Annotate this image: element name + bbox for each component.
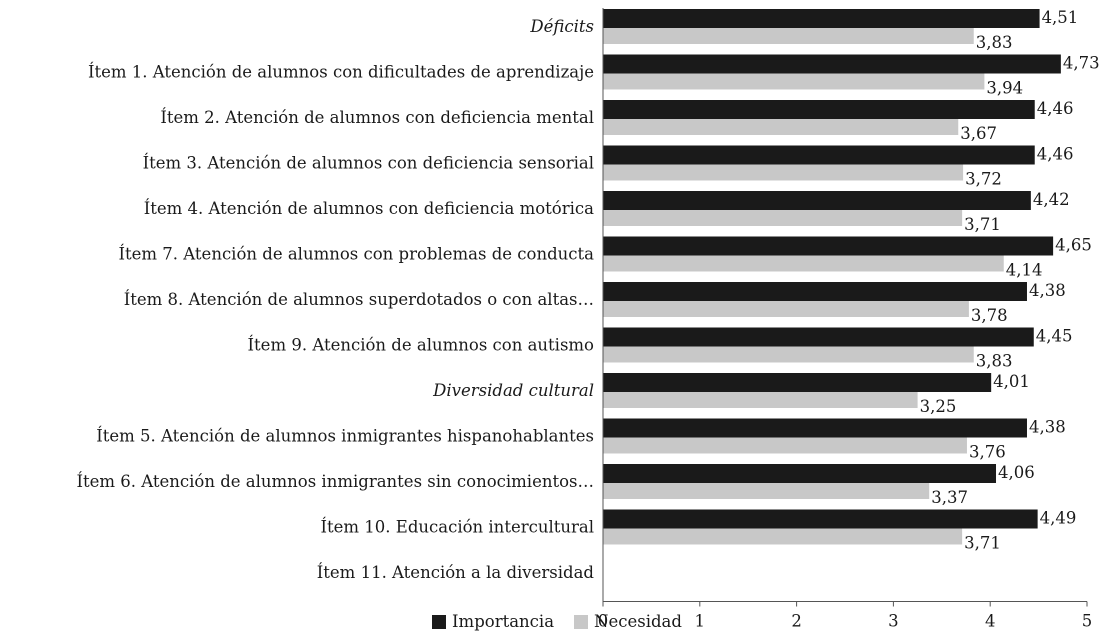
legend-label-series-1: Necesidad [594,612,682,631]
category-label: Ítem 4. Atención de alumnos con deficien… [144,198,594,218]
category-label: Ítem 2. Atención de alumnos con deficien… [160,107,594,127]
category-label: Ítem 6. Atención de alumnos inmigrantes … [76,471,594,491]
bar-importancia [603,100,1035,119]
bar-importancia [603,54,1061,74]
data-label-importancia: 4,42 [1033,190,1070,209]
category-label: Ítem 8. Atención de alumnos superdotados… [124,289,594,309]
bar-importancia [603,9,1040,28]
bar-importancia [603,236,1054,256]
bars-layer [603,9,1061,545]
bar-importancia [603,145,1035,165]
bar-importancia [603,373,992,392]
x-tick-label: 4 [985,612,996,631]
legend-item-series-1: Necesidad [574,612,682,631]
bar-importancia [603,509,1038,529]
x-tick-label: 2 [791,612,802,631]
bar-necesidad [603,119,959,135]
bar-necesidad [603,346,974,363]
category-label: Ítem 9. Atención de alumnos con autismo [248,335,595,355]
legend: Importancia Necesidad [0,612,1114,631]
legend-swatch-series-1 [574,614,589,629]
bar-necesidad [603,528,963,545]
bar-necesidad [603,28,974,44]
category-label: Ítem 1. Atención de alumnos con dificult… [88,62,594,82]
x-tick-label: 0 [598,612,609,631]
bar-necesidad [603,164,964,181]
data-label-importancia: 4,65 [1055,236,1092,255]
data-label-necesidad: 3,78 [971,306,1008,325]
data-label-importancia: 4,46 [1037,99,1074,118]
data-label-necesidad: 3,83 [976,33,1013,52]
bar-necesidad [603,392,918,408]
category-labels-layer: Déficits Ítem 1. Atención de alumnos con … [76,8,1099,582]
bar-necesidad [603,210,963,226]
category-label: Ítem 11. Atención a la diversidad [317,562,595,582]
category-label: Ítem 3. Atención de alumnos con deficien… [143,153,594,173]
bar-necesidad [603,73,985,90]
data-label-importancia: 4,38 [1029,281,1066,300]
data-label-necesidad: 3,72 [965,170,1002,189]
data-label-importancia: 4,46 [1037,145,1074,164]
bar-importancia [603,418,1027,438]
data-label-necesidad: 3,83 [976,352,1013,371]
category-label: Diversidad cultural [432,381,594,400]
bar-importancia [603,191,1031,210]
bar-importancia [603,464,997,483]
bar-necesidad [603,255,1004,272]
bar-necesidad [603,483,930,499]
bar-necesidad [603,301,969,317]
data-label-importancia: 4,45 [1036,327,1073,346]
category-label: Ítem 5. Atención de alumnos inmigrantes … [96,426,594,446]
category-label: Déficits [529,17,594,36]
x-tick-label: 1 [695,612,706,631]
bar-importancia [603,327,1034,347]
legend-swatch-series-0 [432,614,447,629]
data-label-necesidad: 3,67 [960,124,997,143]
data-label-necesidad: 3,71 [964,215,1001,234]
bar-importancia [603,282,1027,301]
data-label-necesidad: 3,25 [920,397,957,416]
data-label-importancia: 4,51 [1042,8,1079,27]
x-tick-label: 5 [1082,612,1093,631]
data-label-importancia: 4,38 [1029,418,1066,437]
legend-item-series-0: Importancia [432,612,554,631]
data-label-necesidad: 3,71 [964,534,1001,553]
data-label-necesidad: 4,14 [1006,261,1043,280]
data-label-necesidad: 3,94 [986,79,1023,98]
data-label-necesidad: 3,76 [969,443,1006,462]
x-tick-label: 3 [888,612,899,631]
data-label-importancia: 4,49 [1040,509,1077,528]
x-axis: 0 1 2 3 4 5 [598,8,1093,631]
data-label-importancia: 4,01 [993,372,1030,391]
data-label-necesidad: 3,37 [931,488,968,507]
category-label: Ítem 10. Educación intercultural [320,517,594,537]
legend-label-series-0: Importancia [452,612,555,631]
category-label: Ítem 7. Atención de alumnos con problema… [119,244,595,264]
data-label-importancia: 4,73 [1063,54,1100,73]
data-label-importancia: 4,06 [998,463,1035,482]
bar-necesidad [603,437,967,454]
